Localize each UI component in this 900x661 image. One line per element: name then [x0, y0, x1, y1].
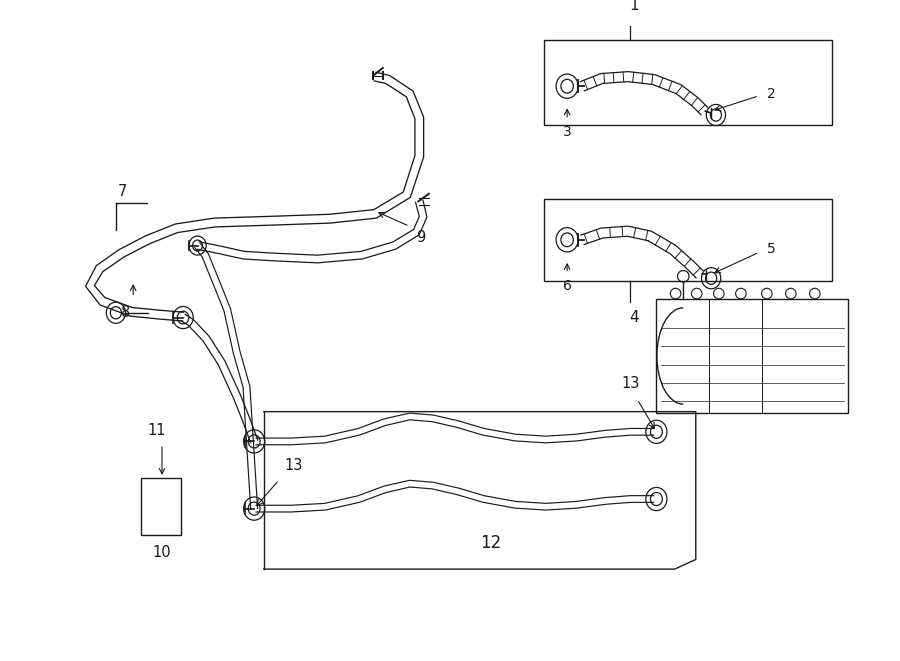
- Text: 1: 1: [629, 0, 639, 13]
- Bar: [141, 478, 181, 535]
- Text: 7: 7: [118, 184, 127, 198]
- Bar: [656, 299, 849, 412]
- Text: 12: 12: [480, 534, 501, 552]
- Bar: [544, 200, 832, 281]
- Text: 4: 4: [629, 310, 639, 325]
- Bar: [544, 40, 832, 124]
- Text: 13: 13: [285, 458, 303, 473]
- Text: 2: 2: [767, 87, 776, 101]
- Text: 8: 8: [121, 305, 130, 320]
- Text: 3: 3: [562, 124, 572, 139]
- Text: 11: 11: [148, 422, 166, 438]
- Text: 6: 6: [562, 279, 572, 293]
- Text: 9: 9: [417, 230, 426, 245]
- Text: 13: 13: [621, 377, 640, 391]
- Text: 10: 10: [153, 545, 171, 560]
- Text: 5: 5: [767, 243, 776, 256]
